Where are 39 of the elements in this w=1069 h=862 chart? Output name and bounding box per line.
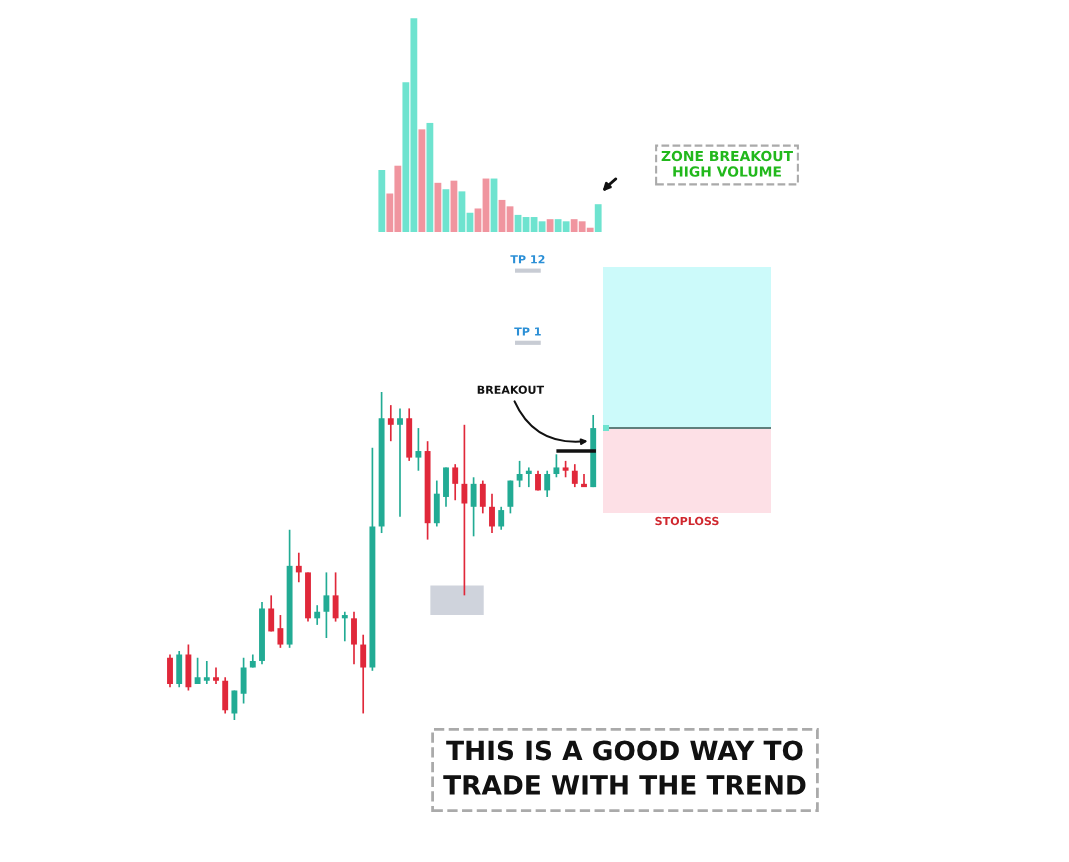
candlestick bbox=[581, 473, 587, 488]
ref-line-label: TP 12 bbox=[510, 255, 545, 264]
bar bbox=[538, 221, 546, 232]
candlestick bbox=[498, 505, 505, 531]
candlestick bbox=[323, 571, 330, 639]
candlestick bbox=[415, 427, 422, 472]
ref-line-label: TP 1 bbox=[514, 327, 541, 336]
candlestick bbox=[295, 551, 302, 584]
candlestick bbox=[277, 614, 284, 649]
bar bbox=[594, 204, 602, 232]
candlestick bbox=[360, 633, 367, 715]
bar bbox=[426, 122, 434, 232]
bar bbox=[546, 219, 554, 232]
candlestick bbox=[332, 571, 339, 623]
candlestick bbox=[470, 476, 477, 538]
candlestick bbox=[571, 463, 578, 488]
candlestick bbox=[231, 689, 238, 721]
candlestick bbox=[314, 604, 321, 626]
candlestick bbox=[525, 466, 532, 488]
candlestick bbox=[479, 479, 486, 515]
bar bbox=[418, 129, 426, 232]
ref-line-label: BREAKOUT bbox=[477, 385, 545, 394]
candlestick bbox=[452, 463, 459, 502]
text: STOPLOSS bbox=[655, 516, 719, 526]
candlestick bbox=[544, 469, 551, 498]
candlestick bbox=[203, 660, 210, 685]
candlestick bbox=[489, 492, 495, 534]
candlestick bbox=[341, 610, 348, 643]
candlestick bbox=[553, 453, 560, 479]
bar bbox=[474, 208, 482, 232]
candlestick bbox=[516, 460, 523, 488]
candlestick bbox=[461, 423, 468, 597]
candlestick bbox=[397, 407, 403, 518]
text: THIS IS A GOOD WAY TO TRADE WITH THE TREND bbox=[443, 740, 806, 795]
candlestick bbox=[268, 594, 275, 633]
bar bbox=[378, 169, 386, 232]
candlestick bbox=[387, 404, 394, 443]
text: ZONE BREAKOUT HIGH VOLUME bbox=[661, 150, 793, 177]
candlestick bbox=[194, 656, 201, 685]
